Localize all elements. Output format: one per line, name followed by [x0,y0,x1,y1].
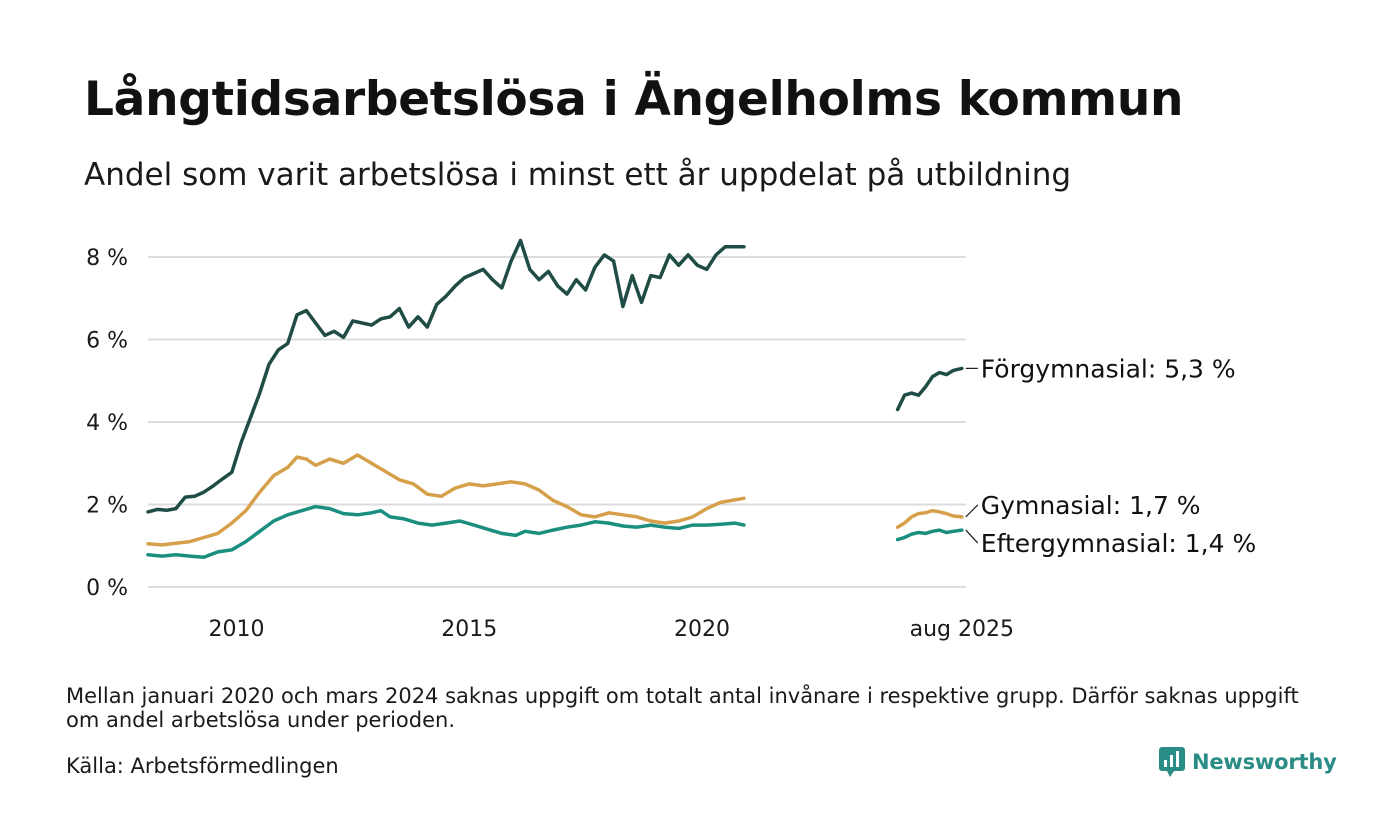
y-axis-tick-labels: 0 % 2 % 4 % 6 % 8 % [86,246,128,601]
x-tick-label-4: aug 2025 [910,617,1014,642]
footnote: Mellan januari 2020 och mars 2024 saknas… [66,684,1299,732]
series-end-labels: Förgymnasial: 5,3 % Gymnasial: 1,7 % Efter… [965,354,1256,558]
line-chart: 0 % 2 % 4 % 6 % 8 % 2010 2015 2020 aug 2025 För… [86,238,1256,642]
series-line-eftergymnasial-2 [895,528,964,542]
brand-logo: Newsworthy [1158,746,1337,778]
brand-name: Newsworthy [1192,750,1337,774]
series-label-gymnasial: Gymnasial: 1,7 % [981,491,1201,520]
label-leader-gymnasial [965,504,979,518]
label-leader-eftergymnasial [965,529,979,544]
grid-lines [148,256,966,588]
series-line-gymnasial-2 [895,508,964,529]
series-line-f-rgymnasial-1 [146,238,746,514]
y-tick-label-8: 8 % [86,246,128,271]
x-tick-label-1: 2010 [208,617,264,642]
source-note: Källa: Arbetsförmedlingen [66,754,339,778]
x-tick-label-2: 2015 [441,617,497,642]
x-axis-tick-labels: 2010 2015 2020 aug 2025 [208,617,1014,642]
y-tick-label-0: 0 % [86,576,128,601]
series-line-gymnasial-1 [146,453,746,547]
series-lines [146,238,964,560]
series-label-f-rgymnasial: Förgymnasial: 5,3 % [981,354,1236,383]
series-line-f-rgymnasial-2 [895,366,964,412]
y-tick-label-4: 4 % [86,411,128,436]
series-line-eftergymnasial-1 [146,504,746,560]
chart-subtitle: Andel som varit arbetslösa i minst ett å… [84,157,1072,193]
series-label-eftergymnasial: Eftergymnasial: 1,4 % [981,529,1256,558]
y-tick-label-6: 6 % [86,329,128,354]
chart-title: Långtidsarbetslösa i Ängelholms kommun [84,72,1184,127]
newsworthy-logo-icon [1159,747,1185,777]
y-tick-label-2: 2 % [86,494,128,519]
x-tick-label-3: 2020 [674,617,730,642]
